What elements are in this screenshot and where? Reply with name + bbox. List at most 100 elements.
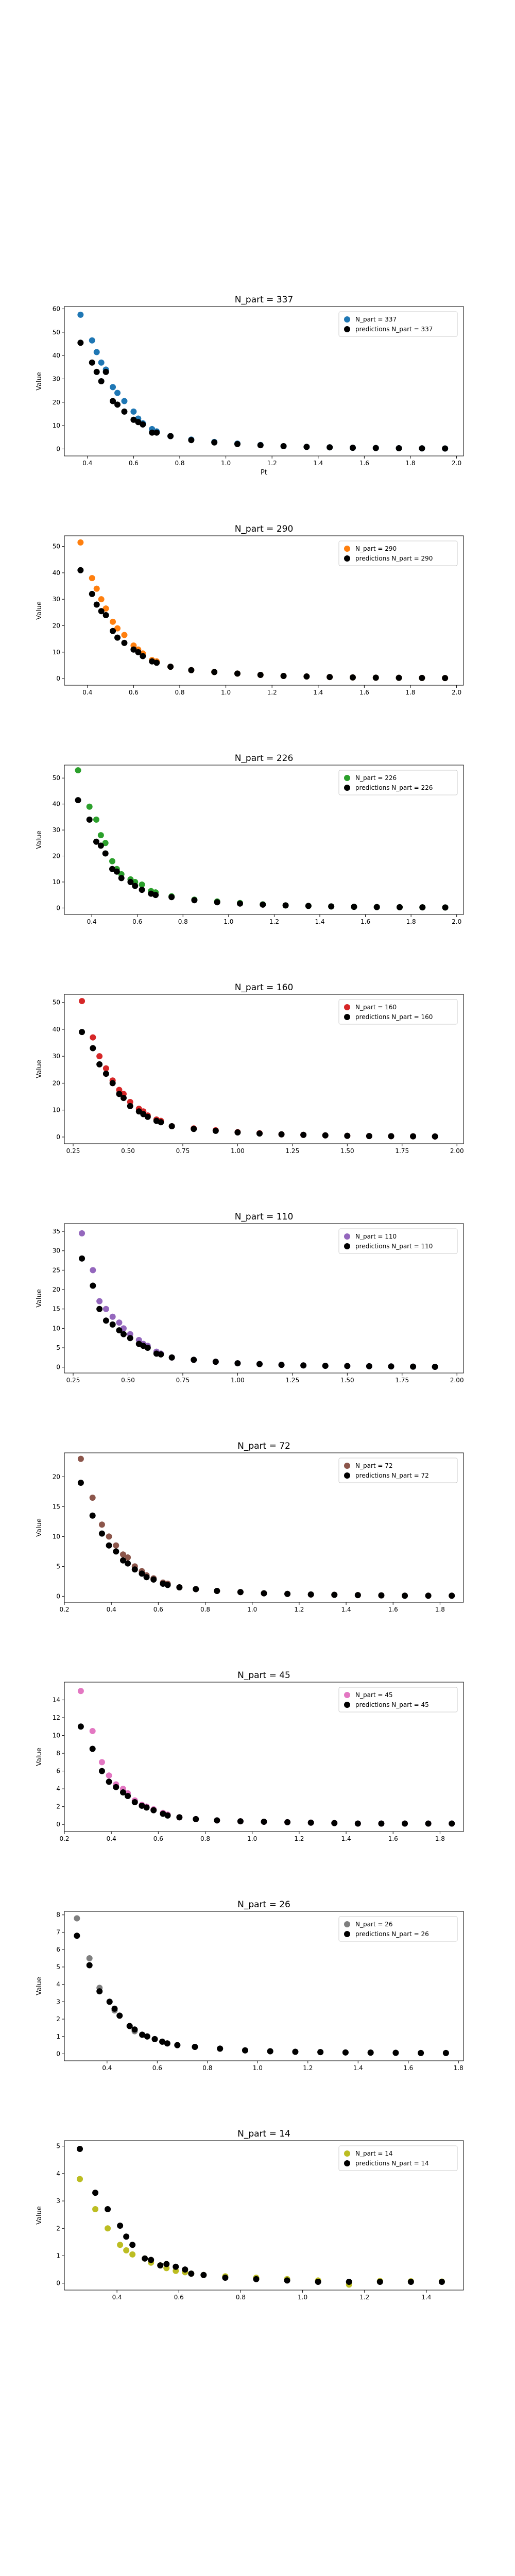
prediction-point xyxy=(144,1345,151,1351)
prediction-point xyxy=(93,368,100,375)
x-tick-label: 0.2 xyxy=(59,1835,69,1842)
prediction-point xyxy=(77,2145,83,2152)
measured-point xyxy=(110,384,116,391)
x-tick-label: 1.2 xyxy=(267,460,277,467)
x-tick-label: 1.6 xyxy=(360,918,370,925)
chart-title: N_part = 45 xyxy=(237,1670,290,1681)
prediction-point xyxy=(139,1570,145,1577)
prediction-point xyxy=(303,673,310,680)
prediction-point xyxy=(126,2023,133,2029)
legend-label: predictions N_part = 110 xyxy=(355,1243,433,1250)
prediction-point xyxy=(256,1361,263,1367)
measured-point xyxy=(97,832,104,839)
legend-box xyxy=(338,1916,458,1942)
x-tick-label: 1.4 xyxy=(353,2064,363,2072)
prediction-point xyxy=(144,2033,150,2040)
prediction-point xyxy=(109,866,115,872)
y-tick-label: 30 xyxy=(53,596,60,603)
measured-point xyxy=(89,337,95,344)
prediction-point xyxy=(234,670,241,677)
prediction-point xyxy=(419,674,425,681)
prediction-point xyxy=(396,674,402,681)
x-tick-label: 1.6 xyxy=(359,689,369,696)
chart-panel: N_part = 110 0.25 0.50 0.75 1.00 1.25 1.50 1.75… xyxy=(36,1212,464,1384)
x-tick-label: 0.8 xyxy=(200,1606,210,1613)
measured-point xyxy=(139,882,145,888)
x-tick-label: 2.00 xyxy=(450,1377,464,1384)
y-tick-label: 1 xyxy=(56,2033,60,2040)
prediction-point xyxy=(442,445,449,452)
x-tick-label: 0.6 xyxy=(153,1606,163,1613)
y-tick-label: 14 xyxy=(53,1697,60,1704)
legend-label: predictions N_part = 45 xyxy=(355,1701,429,1708)
prediction-point xyxy=(237,1589,244,1596)
y-tick-label: 0 xyxy=(56,2050,60,2058)
measured-point xyxy=(77,539,84,546)
prediction-point xyxy=(378,1820,385,1827)
legend-label: N_part = 226 xyxy=(355,774,397,782)
prediction-point xyxy=(77,1723,84,1730)
legend-box xyxy=(338,770,458,795)
chart-title: N_part = 290 xyxy=(235,524,294,534)
prediction-point xyxy=(140,653,146,659)
prediction-point xyxy=(113,1548,119,1555)
measured-point xyxy=(121,632,128,638)
legend-marker xyxy=(344,316,350,323)
prediction-point xyxy=(110,628,116,634)
y-tick-label: 30 xyxy=(53,375,60,382)
prediction-point xyxy=(344,1363,351,1369)
legend-marker xyxy=(344,785,350,791)
y-tick-label: 12 xyxy=(53,1714,60,1721)
prediction-point xyxy=(127,1335,133,1342)
legend-marker xyxy=(344,1004,350,1010)
prediction-point xyxy=(193,1586,199,1592)
prediction-point xyxy=(151,2036,158,2042)
x-tick-label: 0.6 xyxy=(174,2294,184,2301)
x-tick-label: 0.25 xyxy=(66,1147,80,1155)
prediction-point xyxy=(93,601,100,608)
prediction-point xyxy=(396,445,402,452)
prediction-point xyxy=(267,2048,273,2055)
legend-marker xyxy=(344,1463,350,1469)
prediction-point xyxy=(143,1574,150,1581)
prediction-point xyxy=(119,1789,126,1796)
prediction-point xyxy=(397,904,403,910)
measured-point xyxy=(119,1551,126,1558)
prediction-point xyxy=(410,1133,417,1140)
prediction-point xyxy=(351,904,357,910)
prediction-point xyxy=(109,1080,116,1087)
prediction-point xyxy=(354,1820,361,1827)
x-tick-label: 2.00 xyxy=(450,1147,464,1155)
legend-label: predictions N_part = 337 xyxy=(355,326,433,333)
prediction-point xyxy=(256,1130,263,1137)
prediction-point xyxy=(127,878,134,885)
prediction-point xyxy=(282,902,289,909)
x-tick-label: 0.6 xyxy=(153,1835,163,1842)
prediction-series xyxy=(77,1480,455,1599)
prediction-point xyxy=(75,797,81,804)
prediction-point xyxy=(143,1804,150,1811)
prediction-point xyxy=(234,440,241,447)
prediction-point xyxy=(349,445,356,451)
measured-point xyxy=(98,1521,105,1528)
x-tick-label: 1.75 xyxy=(395,1147,409,1155)
prediction-point xyxy=(159,2038,166,2045)
measured-point xyxy=(116,1319,123,1326)
x-tick-label: 1.4 xyxy=(421,2294,431,2301)
legend-label: N_part = 290 xyxy=(355,545,397,552)
chart-panel: N_part = 160 0.25 0.50 0.75 1.00 1.25 1.50 1.75… xyxy=(36,982,464,1155)
prediction-point xyxy=(237,1818,244,1825)
prediction-point xyxy=(96,1061,103,1067)
measured-point xyxy=(130,408,137,415)
prediction-point xyxy=(164,1812,171,1819)
prediction-point xyxy=(442,675,449,682)
prediction-point xyxy=(191,897,198,904)
prediction-point xyxy=(123,2233,130,2240)
legend-marker xyxy=(344,2150,350,2157)
chart-panel: N_part = 72 0.2 0.4 0.6 0.8 1.0 1.2 1.4 1.6 1.8 0 5… xyxy=(36,1441,464,1613)
prediction-point xyxy=(432,1363,438,1370)
x-tick-label: 1.0 xyxy=(221,689,231,696)
y-axis-label: Value xyxy=(36,1977,43,1995)
x-tick-label: 1.4 xyxy=(313,689,323,696)
x-tick-label: 0.4 xyxy=(102,2064,112,2072)
